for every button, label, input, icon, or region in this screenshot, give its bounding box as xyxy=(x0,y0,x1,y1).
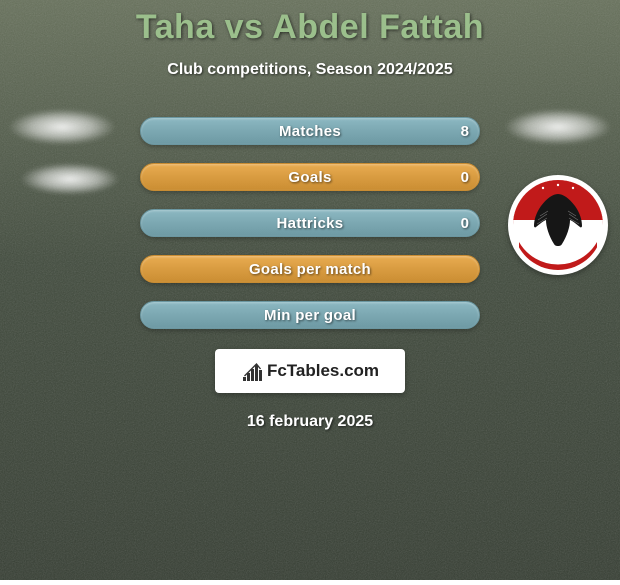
stat-label: Min per goal xyxy=(264,307,356,324)
stat-bar: Hattricks 0 xyxy=(140,209,480,237)
page-title: Taha vs Abdel Fattah xyxy=(136,8,484,47)
stat-value-right: 0 xyxy=(461,169,469,186)
stats-area: AL AHLY Matches 8 Goals 0 Hattricks 0 Goals pe… xyxy=(0,117,620,329)
brand-box: FcTables.com xyxy=(215,349,405,393)
stat-value-right: 0 xyxy=(461,215,469,232)
stat-bar: Matches 8 xyxy=(140,117,480,145)
crest-svg: AL AHLY xyxy=(513,180,603,270)
left-glow-mid xyxy=(20,163,120,195)
left-glow-top xyxy=(8,109,116,145)
stat-value-right: 8 xyxy=(461,123,469,140)
stat-bar: Goals per match xyxy=(140,255,480,283)
date-text: 16 february 2025 xyxy=(247,413,373,431)
stat-label: Goals per match xyxy=(249,261,371,278)
subtitle: Club competitions, Season 2024/2025 xyxy=(167,61,452,79)
crest-band-text: AL AHLY xyxy=(541,246,575,255)
club-crest: AL AHLY xyxy=(508,175,608,275)
content: Taha vs Abdel Fattah Club competitions, … xyxy=(0,0,620,580)
right-glow-top xyxy=(504,109,612,145)
brand-text: FcTables.com xyxy=(267,361,379,381)
brand-icon xyxy=(241,361,263,381)
stat-bars: Matches 8 Goals 0 Hattricks 0 Goals per match M… xyxy=(140,117,480,329)
stat-label: Goals xyxy=(288,169,331,186)
crest-inner: AL AHLY xyxy=(513,180,603,270)
stat-bar: Goals 0 xyxy=(140,163,480,191)
stat-label: Hattricks xyxy=(277,215,344,232)
stat-bar: Min per goal xyxy=(140,301,480,329)
stat-label: Matches xyxy=(279,123,341,140)
